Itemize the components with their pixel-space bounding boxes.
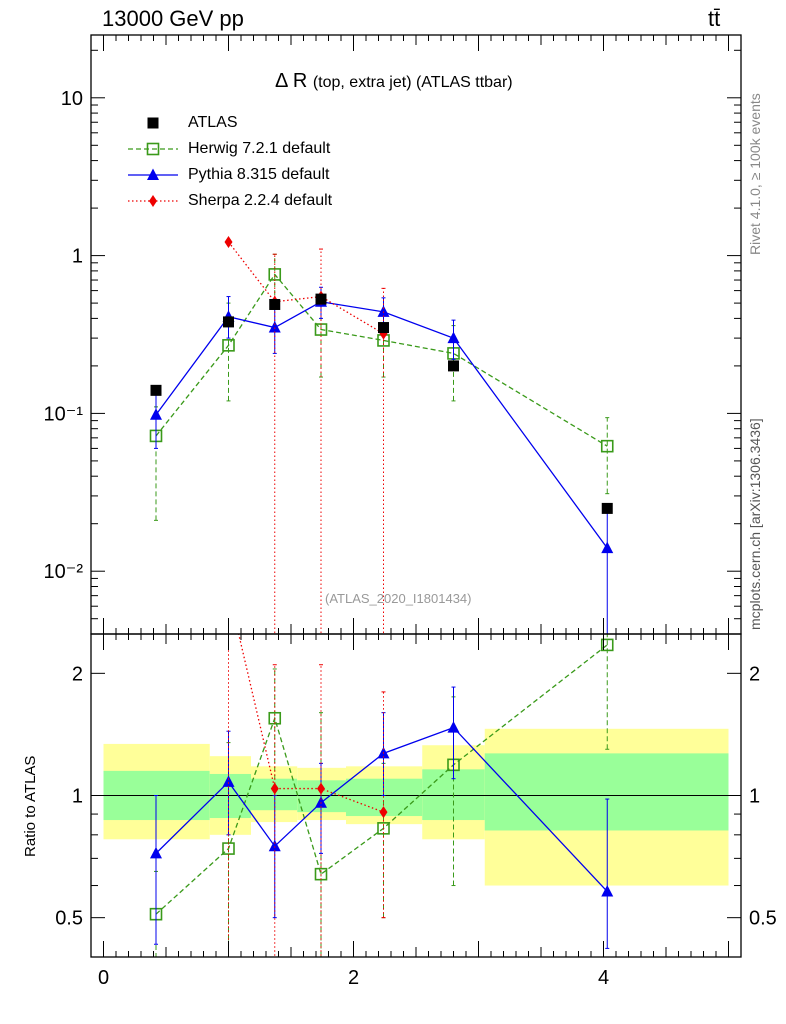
ratio-band-green	[484, 753, 729, 831]
main-atlas-point	[223, 316, 234, 328]
ratio-herwig-point	[268, 711, 282, 725]
ratio-sherpa-point	[379, 806, 388, 819]
ratio-pythia-point	[447, 721, 460, 733]
ratio-pythia-point	[150, 846, 162, 859]
main-atlas-point	[448, 360, 459, 372]
ratio-pythia-point	[601, 885, 614, 897]
ratio-sherpa-point	[225, 584, 233, 596]
main-y-tick-label: 1	[72, 246, 83, 268]
main-atlas-point	[269, 298, 281, 310]
ratio-sherpa-point	[270, 782, 279, 795]
ratio-herwig-point	[600, 638, 614, 652]
main-pythia-point	[150, 408, 162, 420]
ratio-plot-area	[91, 584, 741, 957]
ratio-y-tick-label-right: 1	[749, 786, 760, 808]
main-sherpa-line	[227, 241, 384, 335]
main-y-tick-label: 10⁻²	[44, 561, 84, 583]
main-atlas-point	[150, 384, 162, 396]
ratio-pythia-point	[315, 796, 327, 808]
ratio-y-axis-label: Ratio to ATLAS	[22, 755, 39, 857]
plot-title: Δ R (top, extra jet) (ATLAS ttbar)	[275, 70, 513, 93]
ratio-pythia-point	[268, 839, 281, 852]
ratio-pythia-point	[222, 775, 235, 787]
legend-label-sherpa: Sherpa 2.2.4 default	[188, 192, 333, 209]
main-herwig-line	[155, 273, 608, 447]
legend-marker-sherpa	[149, 195, 157, 207]
legend-label-atlas: ATLAS	[188, 114, 238, 131]
mcplots-source-label: mcplots.cern.ch [arXiv:1306.3436]	[747, 418, 763, 630]
main-pythia-line	[155, 301, 608, 549]
ratio-herwig-point	[377, 822, 390, 835]
main-herwig-point	[600, 439, 614, 453]
main-atlas-point	[315, 293, 327, 305]
ratio-y-tick-label: 0.5	[55, 908, 83, 930]
title-main: Δ R	[275, 70, 308, 92]
ratio-sherpa-point	[317, 782, 325, 795]
x-tick-label: 0	[98, 967, 109, 989]
ratio-band-green	[251, 778, 298, 811]
main-pythia-point	[268, 321, 281, 333]
main-y-tick-label: 10⁻¹	[44, 403, 84, 425]
legend-label-herwig: Herwig 7.2.1 default	[188, 140, 331, 157]
ratio-y-tick-label-right: 2	[749, 663, 760, 685]
legend-marker-atlas	[147, 117, 159, 129]
analysis-watermark: (ATLAS_2020_I1801434)	[325, 591, 472, 606]
legend-marker-herwig	[146, 142, 160, 156]
main-y-tick-label: 10	[61, 88, 83, 110]
process-label: tt̄	[708, 6, 721, 31]
x-tick-label: 4	[598, 967, 609, 989]
main-pythia-point	[447, 331, 460, 344]
title-sub: (top, extra jet) (ATLAS ttbar)	[312, 74, 513, 91]
main-pythia-point	[377, 305, 390, 317]
rivet-version-label: Rivet 4.1.0, ≥ 100k events	[747, 93, 763, 255]
legend-label-pythia: Pythia 8.315 default	[188, 166, 330, 183]
x-tick-label: 2	[348, 967, 359, 989]
main-atlas-point	[378, 322, 389, 334]
ratio-y-tick-label: 1	[72, 786, 83, 808]
main-atlas-point	[601, 502, 613, 514]
main-herwig-point	[222, 339, 235, 352]
main-sherpa-point	[224, 235, 233, 248]
energy-label: 13000 GeV pp	[102, 6, 244, 31]
main-plot-area	[149, 235, 614, 634]
ratio-y-tick-label: 2	[72, 663, 83, 685]
legend-marker-pythia	[147, 168, 159, 180]
ratio-y-tick-label-right: 0.5	[749, 908, 777, 930]
main-pythia-point	[601, 541, 614, 554]
